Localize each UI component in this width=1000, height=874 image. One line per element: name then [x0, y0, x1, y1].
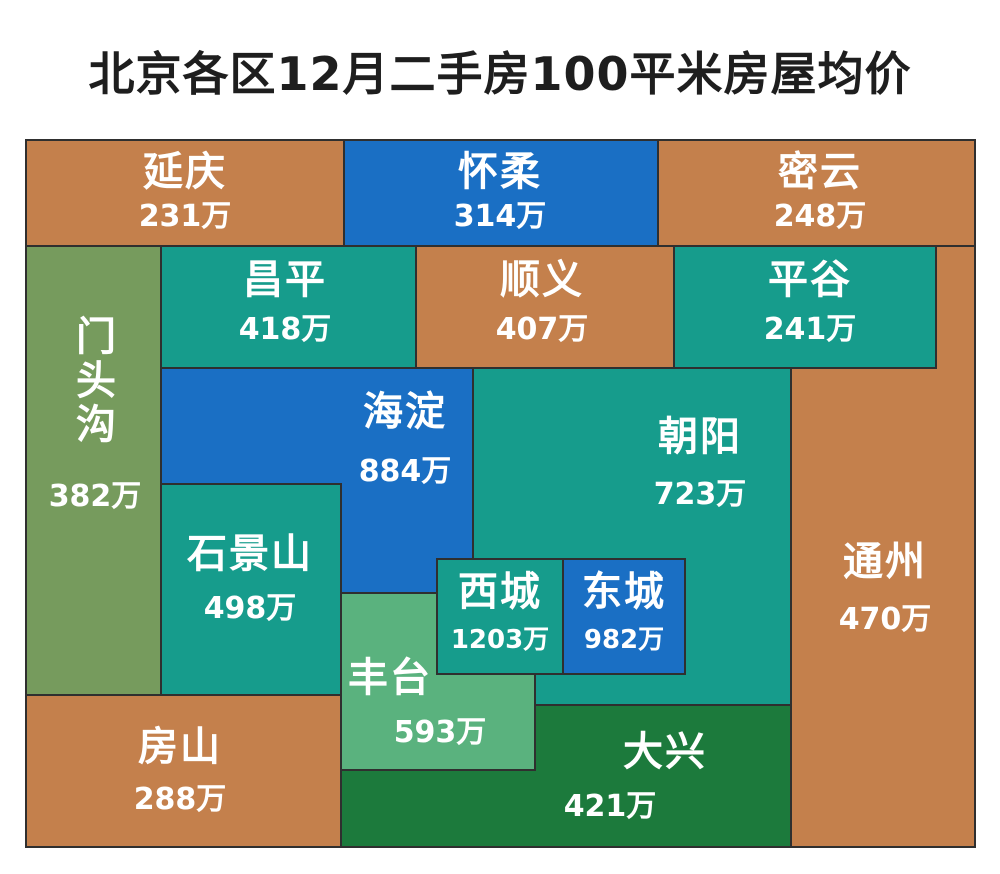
label-fangshan-price: 288万: [133, 782, 227, 817]
label-shunyi-name: 顺义: [500, 257, 584, 303]
region-shijingshan[interactable]: [160, 483, 342, 696]
label-yanqing-name: 延庆: [143, 149, 227, 195]
label-xicheng-price: 1203万: [450, 625, 550, 655]
region-pinggu[interactable]: [673, 245, 937, 369]
region-miyun[interactable]: [657, 139, 976, 247]
label-haidian-price: 884万: [358, 454, 452, 489]
label-tongzhou-price: 470万: [838, 602, 932, 637]
label-miyun-price: 248万: [773, 199, 867, 234]
label-mentougou-name: 门头沟: [69, 315, 115, 447]
label-dongcheng-price: 982万: [583, 625, 665, 655]
region-shunyi[interactable]: [415, 245, 675, 369]
label-tongzhou-name: 通州: [843, 539, 927, 585]
label-dongcheng-name: 东城: [582, 569, 666, 615]
region-xicheng[interactable]: [436, 558, 564, 675]
label-huairou-price: 314万: [453, 199, 547, 234]
region-haidian[interactable]: [160, 367, 474, 487]
label-shunyi-price: 407万: [495, 312, 589, 347]
label-pinggu-name: 平谷: [768, 257, 852, 303]
label-daxing-price: 421万: [563, 789, 657, 824]
label-xicheng-name: 西城: [458, 569, 542, 615]
label-mentougou-price: 382万: [48, 479, 142, 514]
label-shijingshan-name: 石景山: [187, 531, 313, 577]
region-mentougou[interactable]: [25, 245, 162, 696]
label-miyun-name: 密云: [778, 149, 862, 195]
label-fangshan-name: 房山: [138, 724, 222, 770]
region-dongcheng[interactable]: [562, 558, 686, 675]
label-pinggu-price: 241万: [763, 312, 857, 347]
region-fangshan[interactable]: [25, 694, 342, 848]
label-fengtai-name: 丰台: [348, 655, 432, 701]
label-haidian-name: 海淀: [363, 389, 447, 435]
region-changping[interactable]: [160, 245, 417, 369]
label-yanqing-price: 231万: [138, 199, 232, 234]
map-title: 北京各区12月二手房100平米房屋均价: [88, 47, 912, 101]
label-shijingshan-price: 498万: [203, 591, 297, 626]
label-changping-price: 418万: [238, 312, 332, 347]
region-yanqing[interactable]: [25, 139, 345, 247]
label-daxing-name: 大兴: [623, 729, 707, 775]
region-daxing[interactable]: [340, 704, 792, 848]
label-changping-name: 昌平: [243, 257, 327, 303]
label-huairou-name: 怀柔: [458, 149, 542, 195]
label-chaoyang-price: 723万: [653, 477, 747, 512]
label-chaoyang-name: 朝阳: [658, 414, 742, 460]
label-fengtai-price: 593万: [393, 715, 487, 750]
